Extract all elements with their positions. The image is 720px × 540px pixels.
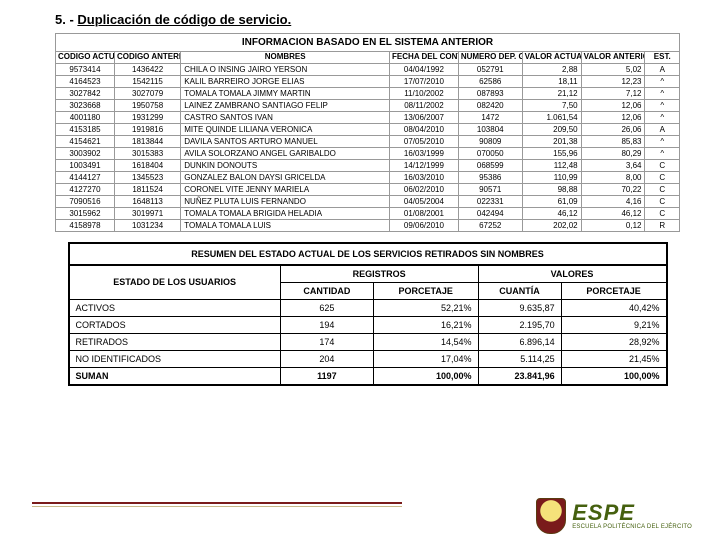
sistema-col-header: NOMBRES xyxy=(181,52,390,64)
sistema-col-header: NUMERO DEP. GAR. xyxy=(458,52,522,64)
espe-logo: ESPE ESCUELA POLITÉCNICA DEL EJÉRCITO xyxy=(536,498,692,534)
resumen-title: RESUMEN DEL ESTADO ACTUAL DE LOS SERVICI… xyxy=(69,243,667,265)
table-row: RETIRADOS17414,54%6.896,1428,92% xyxy=(69,333,667,350)
sistema-col-header: CODIGO ANTERIOR (FOX) xyxy=(114,52,180,64)
table-row: 40011801931299CASTRO SANTOS IVAN13/06/20… xyxy=(56,111,680,123)
footer-rule-gold xyxy=(32,506,402,507)
resumen-sum-row: SUMAN1197100,00%23.841,96100,00% xyxy=(69,367,667,385)
logo-main: ESPE xyxy=(572,502,692,524)
sistema-col-header: CODIGO ACTUAL xyxy=(56,52,115,64)
table-row: 10034911618404DUNKIN DONOUTS14/12/199906… xyxy=(56,159,680,171)
table-row: 41272701811524CORONEL VITE JENNY MARIELA… xyxy=(56,183,680,195)
sistema-col-header: FECHA DEL CONTRATO xyxy=(390,52,459,64)
table-row: 41589781031234TOMALA TOMALA LUIS09/06/20… xyxy=(56,219,680,231)
table-row: 41441271345523GONZALEZ BALON DAYSI GRICE… xyxy=(56,171,680,183)
table-row: 41546211813844DAVILA SANTOS ARTURO MANUE… xyxy=(56,135,680,147)
resumen-col-cuantia: CUANTÍA xyxy=(478,282,561,299)
resumen-group-registros: REGISTROS xyxy=(280,265,478,283)
section-title-text: Duplicación de código de servicio. xyxy=(77,12,291,27)
table-row: 30236681950758LAINEZ ZAMBRANO SANTIAGO F… xyxy=(56,99,680,111)
resumen-col-porcentaje1: PORCETAJE xyxy=(373,282,478,299)
shield-icon xyxy=(536,498,566,534)
resumen-col-estado: ESTADO DE LOS USUARIOS xyxy=(69,265,281,300)
table-row: 30039023015383AVILA SOLORZANO ANGEL GARI… xyxy=(56,147,680,159)
table-row: 30278423027079TOMALA TOMALA JIMMY MARTIN… xyxy=(56,87,680,99)
sistema-col-header: VALOR ANTERIOR (FOX) xyxy=(581,52,645,64)
resumen-col-porcentaje2: PORCETAJE xyxy=(561,282,666,299)
sistema-col-header: EST. xyxy=(645,52,680,64)
section-prefix: 5. - xyxy=(55,12,77,27)
sistema-title: INFORMACION BASADO EN EL SISTEMA ANTERIO… xyxy=(56,34,680,52)
table-row: 30159623019971TOMALA TOMALA BRIGIDA HELA… xyxy=(56,207,680,219)
table-row: 41531851919816MITE QUINDE LILIANA VERONI… xyxy=(56,123,680,135)
table-row: ACTIVOS62552,21%9.635,8740,42% xyxy=(69,299,667,316)
table-row: CORTADOS19416,21%2.195,709,21% xyxy=(69,316,667,333)
table-row: 70905161648113NUÑEZ PLUTA LUIS FERNANDO0… xyxy=(56,195,680,207)
table-row: 41645231542115KALIL BARREIRO JORGE ELIAS… xyxy=(56,75,680,87)
footer: ESPE ESCUELA POLITÉCNICA DEL EJÉRCITO xyxy=(0,488,720,540)
logo-sub: ESCUELA POLITÉCNICA DEL EJÉRCITO xyxy=(572,524,692,530)
table-row: NO IDENTIFICADOS20417,04%5.114,2521,45% xyxy=(69,350,667,367)
table-row: 95734141436422CHILA O INSING JAIRO YERSO… xyxy=(56,63,680,75)
sistema-header-row: CODIGO ACTUALCODIGO ANTERIOR (FOX)NOMBRE… xyxy=(56,52,680,64)
section-heading: 5. - Duplicación de código de servicio. xyxy=(55,12,680,27)
resumen-col-cantidad: CANTIDAD xyxy=(280,282,373,299)
sistema-anterior-table: INFORMACION BASADO EN EL SISTEMA ANTERIO… xyxy=(55,33,680,232)
sistema-col-header: VALOR ACTUAL xyxy=(522,52,581,64)
footer-rule xyxy=(32,502,402,504)
resumen-group-valores: VALORES xyxy=(478,265,666,283)
resumen-table: RESUMEN DEL ESTADO ACTUAL DE LOS SERVICI… xyxy=(68,242,668,386)
